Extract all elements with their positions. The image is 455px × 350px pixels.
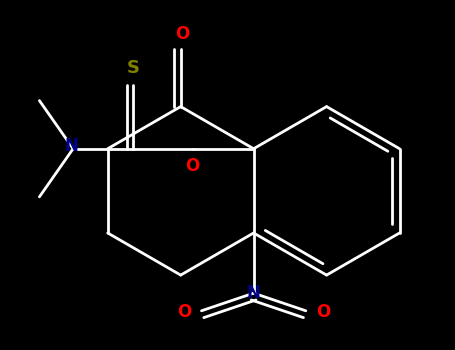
- Text: O: O: [186, 156, 200, 175]
- Text: O: O: [175, 26, 189, 43]
- Text: O: O: [177, 303, 191, 321]
- Text: O: O: [316, 303, 330, 321]
- Text: N: N: [65, 136, 78, 154]
- Text: S: S: [127, 60, 140, 77]
- Text: N: N: [247, 284, 261, 302]
